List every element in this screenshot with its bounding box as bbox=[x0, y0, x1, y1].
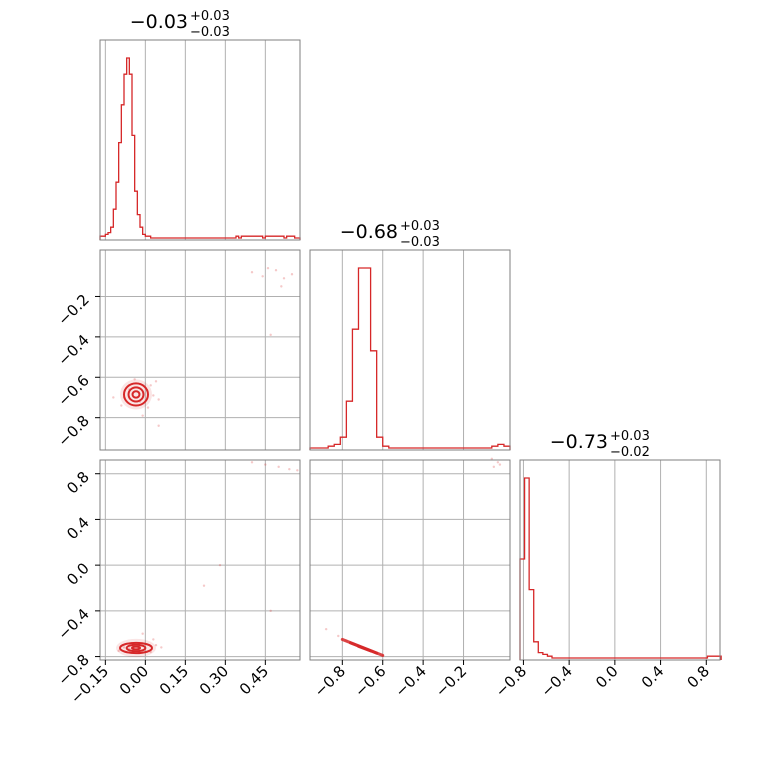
title-median-1: −0.68 bbox=[340, 221, 398, 243]
x-tick-label: 0.8 bbox=[684, 662, 714, 692]
scatter-point bbox=[218, 563, 222, 567]
x-tick-label: 0.00 bbox=[116, 662, 152, 698]
y-tick-label: −0.4 bbox=[54, 331, 92, 369]
histogram-2 bbox=[519, 477, 722, 660]
scatter-point bbox=[112, 396, 115, 399]
density-contour bbox=[123, 382, 149, 407]
panel-frame bbox=[309, 249, 511, 451]
panel-frame bbox=[99, 249, 301, 451]
y-tick-label: −0.8 bbox=[54, 412, 92, 450]
scatter-point bbox=[274, 269, 278, 272]
scatter-point bbox=[266, 266, 270, 270]
scatter-point bbox=[496, 461, 500, 464]
scatter-point bbox=[152, 394, 155, 397]
density-contour bbox=[356, 644, 373, 653]
y-tick-label: 0.4 bbox=[63, 514, 93, 544]
scatter-point bbox=[264, 463, 267, 466]
scatter-point bbox=[250, 271, 254, 274]
scatter-point bbox=[154, 643, 158, 647]
histogram-0 bbox=[99, 57, 301, 240]
x-tick-label: 0.30 bbox=[196, 662, 232, 698]
scatter-point bbox=[280, 285, 283, 288]
scatter-point bbox=[146, 406, 150, 409]
x-tick-label: −0.6 bbox=[351, 662, 389, 700]
scatter-point bbox=[157, 398, 160, 401]
scatter-point bbox=[337, 634, 340, 638]
scatter-point bbox=[117, 649, 120, 653]
scatter-point bbox=[157, 424, 160, 427]
scatter-point bbox=[490, 457, 494, 461]
x-tick-label: 0.0 bbox=[592, 662, 622, 692]
y-tick-label: 0.8 bbox=[63, 468, 93, 498]
density-halo bbox=[116, 638, 156, 658]
density-contour bbox=[127, 386, 145, 403]
scatter-point bbox=[277, 465, 280, 469]
density-contour bbox=[131, 390, 141, 399]
scatter-point bbox=[296, 469, 299, 472]
scatter-point bbox=[202, 584, 206, 587]
y-tick-label: −0.4 bbox=[54, 605, 92, 643]
scatter-point bbox=[282, 277, 286, 280]
histogram-1 bbox=[309, 267, 511, 450]
scatter-point bbox=[250, 461, 254, 464]
y-tick-label: −0.6 bbox=[54, 371, 92, 409]
density-contour bbox=[125, 643, 147, 653]
x-tick-label: 0.4 bbox=[638, 662, 668, 692]
scatter-point bbox=[160, 646, 163, 649]
panel-frame bbox=[99, 39, 301, 241]
scatter-point bbox=[154, 380, 158, 383]
density-contour bbox=[131, 645, 141, 651]
title-plus-2: +0.03 bbox=[610, 429, 650, 444]
x-tick-label: −0.2 bbox=[432, 662, 470, 700]
scatter-point bbox=[122, 646, 126, 649]
title-median-0: −0.03 bbox=[130, 11, 188, 33]
scatter-point bbox=[141, 632, 144, 635]
scatter-point bbox=[288, 467, 291, 471]
panel-frame bbox=[99, 459, 301, 661]
y-tick-label: −0.2 bbox=[54, 291, 92, 329]
title-median-2: −0.73 bbox=[550, 431, 608, 453]
scatter-point bbox=[133, 378, 136, 381]
scatter-point bbox=[324, 627, 328, 631]
title-plus-1: +0.03 bbox=[400, 219, 440, 234]
title-minus-2: −0.02 bbox=[610, 445, 650, 460]
scatter-point bbox=[498, 463, 502, 466]
x-tick-label: −0.4 bbox=[391, 662, 429, 700]
title-minus-1: −0.03 bbox=[400, 235, 440, 250]
scatter-point bbox=[492, 465, 496, 469]
x-tick-label: −0.8 bbox=[311, 662, 349, 700]
scatter-point bbox=[120, 404, 123, 407]
scatter-point bbox=[261, 275, 264, 278]
scatter-point bbox=[149, 384, 152, 387]
density-contour bbox=[119, 641, 153, 655]
scatter-point bbox=[152, 638, 155, 641]
scatter-point bbox=[269, 609, 272, 613]
scatter-point bbox=[290, 273, 294, 276]
x-tick-label: 0.15 bbox=[156, 662, 192, 698]
title-minus-0: −0.03 bbox=[190, 25, 230, 40]
scatter-point bbox=[269, 333, 272, 337]
x-tick-label: −0.4 bbox=[537, 662, 575, 700]
scatter-point bbox=[141, 414, 144, 417]
x-tick-label: 0.45 bbox=[236, 662, 272, 698]
x-tick-label: −0.8 bbox=[492, 662, 530, 700]
title-plus-0: +0.03 bbox=[190, 9, 230, 24]
panel-frame bbox=[309, 459, 511, 661]
panel-frame bbox=[519, 459, 721, 661]
y-tick-label: 0.0 bbox=[63, 559, 93, 589]
